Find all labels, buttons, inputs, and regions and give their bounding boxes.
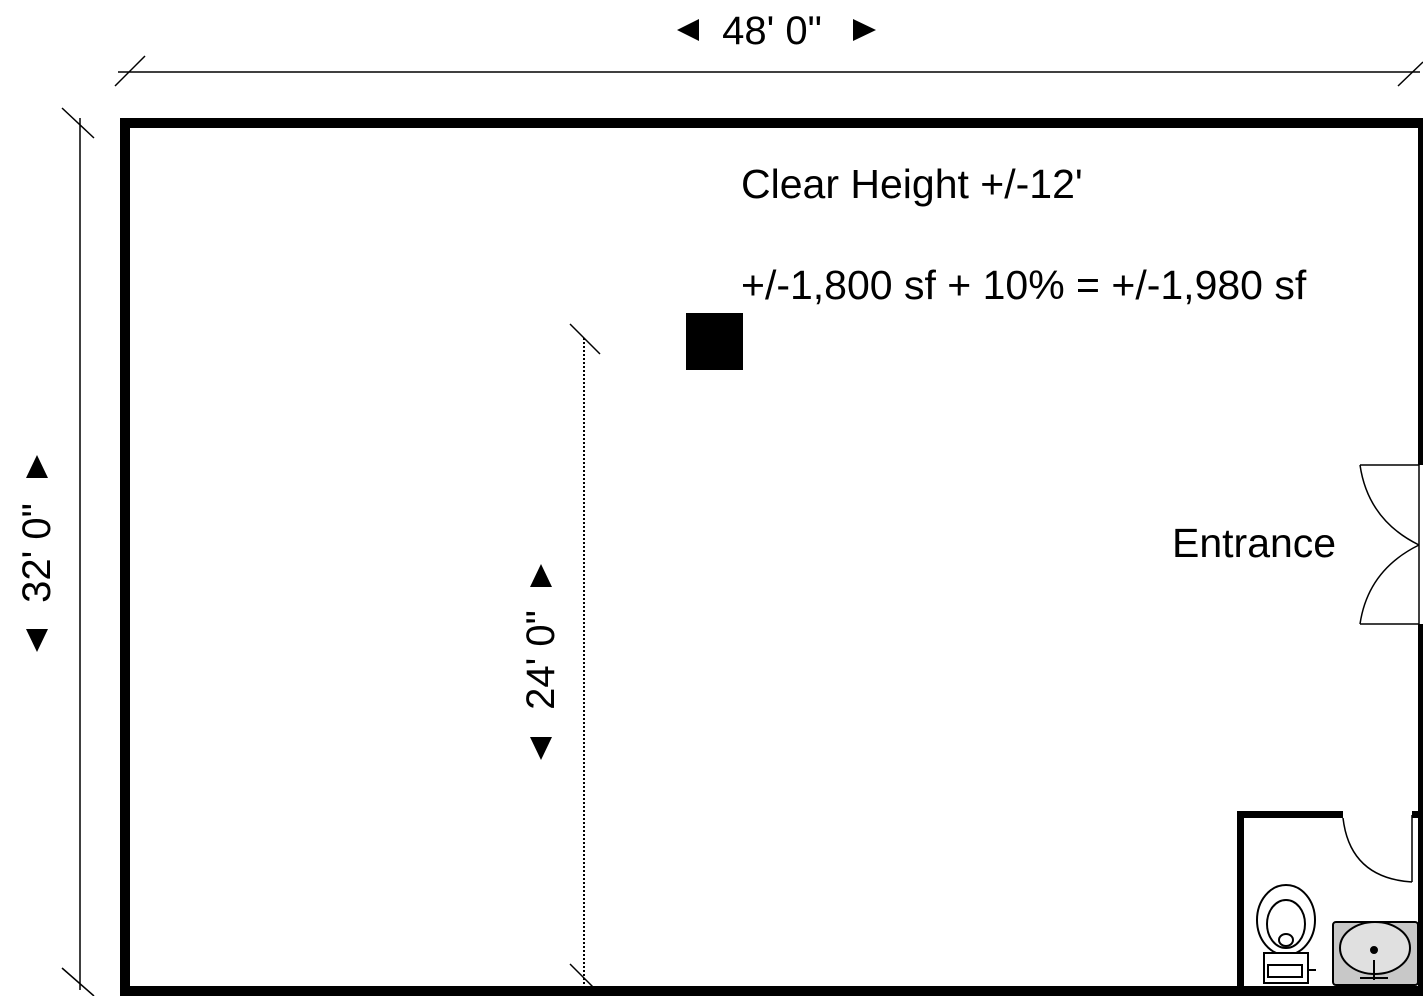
- area-label: +/-1,800 sf + 10% = +/-1,980 sf: [741, 262, 1307, 308]
- width-dimension: 48' 0": [114, 9, 1423, 87]
- restroom: [1237, 811, 1420, 991]
- single-door-icon: [1342, 815, 1413, 883]
- inner-dimension: 24' 0": [519, 323, 601, 989]
- square-column-icon: [686, 313, 743, 370]
- outer-walls: [120, 118, 1423, 996]
- width-dimension-label: 48' 0": [722, 9, 822, 53]
- arrow-right-icon: [853, 19, 876, 41]
- inner-dimension-label: 24' 0": [519, 610, 563, 710]
- entrance-label: Entrance: [1172, 520, 1336, 566]
- clear-height-label: Clear Height +/-12': [741, 161, 1083, 207]
- toilet-icon: [1256, 884, 1316, 984]
- arrow-left-icon: [677, 19, 699, 41]
- arrow-up-icon: [26, 455, 48, 478]
- arrow-down-icon: [26, 629, 48, 652]
- height-dimension: 32' 0": [15, 107, 95, 996]
- sink-icon: [1332, 921, 1419, 986]
- height-dimension-label: 32' 0": [15, 503, 59, 603]
- double-door-icon: [1359, 464, 1420, 625]
- arrow-down-icon: [530, 737, 552, 760]
- arrow-up-icon: [530, 564, 552, 587]
